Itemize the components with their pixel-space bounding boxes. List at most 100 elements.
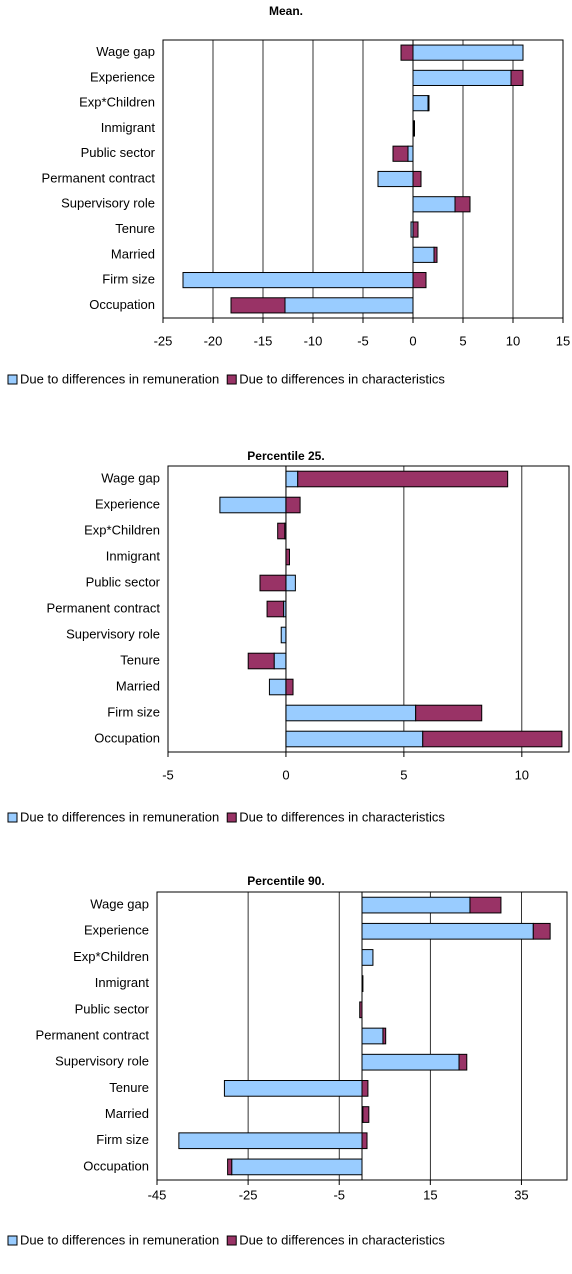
y-tick-label: Permanent contract bbox=[47, 600, 161, 615]
x-tick-label: -45 bbox=[148, 1187, 167, 1202]
bar bbox=[260, 575, 286, 591]
bar bbox=[278, 523, 285, 539]
bar bbox=[414, 121, 415, 136]
bar bbox=[362, 1081, 368, 1097]
legend-swatch bbox=[8, 813, 17, 822]
bar bbox=[428, 96, 429, 111]
x-tick-label: -5 bbox=[162, 767, 174, 782]
y-tick-label: Exp*Children bbox=[73, 949, 149, 964]
bar bbox=[286, 731, 423, 747]
y-tick-label: Tenure bbox=[115, 221, 155, 236]
y-tick-label: Exp*Children bbox=[79, 95, 155, 110]
bar bbox=[232, 1159, 362, 1175]
x-tick-label: -25 bbox=[154, 333, 173, 348]
bar bbox=[274, 653, 286, 669]
bar bbox=[413, 222, 418, 237]
legend-label: Due to differences in remuneration bbox=[20, 809, 219, 824]
bar bbox=[179, 1133, 362, 1149]
y-tick-label: Wage gap bbox=[101, 470, 160, 485]
y-tick-label: Public sector bbox=[81, 145, 156, 160]
bar bbox=[533, 923, 550, 939]
y-tick-label: Experience bbox=[84, 923, 149, 938]
bar bbox=[362, 923, 533, 939]
y-tick-label: Married bbox=[116, 678, 160, 693]
bar bbox=[286, 549, 290, 565]
bar bbox=[231, 298, 285, 313]
bar bbox=[362, 1028, 383, 1044]
bar bbox=[408, 146, 413, 161]
bar bbox=[413, 96, 428, 111]
bar bbox=[434, 247, 437, 262]
x-tick-label: 10 bbox=[506, 333, 520, 348]
y-tick-label: Permanent contract bbox=[36, 1027, 150, 1042]
x-tick-label: -5 bbox=[333, 1187, 345, 1202]
bar bbox=[455, 197, 470, 212]
bar bbox=[423, 731, 562, 747]
bar bbox=[362, 1133, 367, 1149]
y-tick-label: Supervisory role bbox=[66, 626, 160, 641]
bar bbox=[401, 45, 413, 60]
y-tick-label: Inmigrant bbox=[101, 120, 156, 135]
y-tick-label: Married bbox=[111, 246, 155, 261]
x-tick-label: -20 bbox=[204, 333, 223, 348]
legend-label: Due to differences in characteristics bbox=[239, 1232, 445, 1247]
y-tick-label: Experience bbox=[95, 496, 160, 511]
bar bbox=[286, 497, 300, 513]
y-tick-label: Firm size bbox=[102, 272, 155, 287]
x-tick-label: 5 bbox=[400, 767, 407, 782]
bar bbox=[363, 1107, 369, 1123]
bar bbox=[413, 171, 421, 186]
bar bbox=[285, 298, 413, 313]
y-tick-label: Supervisory role bbox=[61, 196, 155, 211]
y-tick-label: Wage gap bbox=[90, 897, 149, 912]
bar bbox=[393, 146, 408, 161]
y-tick-label: Public sector bbox=[75, 1001, 150, 1016]
bar bbox=[470, 897, 501, 913]
legend-label: Due to differences in characteristics bbox=[239, 809, 445, 824]
legend-label: Due to differences in remuneration bbox=[20, 371, 219, 386]
x-tick-label: 0 bbox=[409, 333, 416, 348]
x-tick-label: 15 bbox=[556, 333, 570, 348]
bar bbox=[286, 705, 416, 721]
bar bbox=[298, 471, 508, 487]
bar bbox=[413, 70, 511, 85]
y-tick-label: Public sector bbox=[86, 574, 161, 589]
x-tick-label: -25 bbox=[239, 1187, 258, 1202]
bar bbox=[281, 627, 286, 643]
bar bbox=[183, 273, 413, 288]
x-tick-label: 10 bbox=[515, 767, 529, 782]
y-tick-label: Firm size bbox=[107, 704, 160, 719]
bar bbox=[413, 273, 426, 288]
y-tick-label: Inmigrant bbox=[106, 548, 161, 563]
bar bbox=[511, 70, 523, 85]
legend-swatch bbox=[227, 375, 236, 384]
x-tick-label: -10 bbox=[304, 333, 323, 348]
bar bbox=[413, 45, 523, 60]
y-tick-label: Firm size bbox=[96, 1132, 149, 1147]
x-tick-label: 35 bbox=[514, 1187, 528, 1202]
legend-label: Due to differences in characteristics bbox=[239, 371, 445, 386]
y-tick-label: Supervisory role bbox=[55, 1054, 149, 1069]
y-tick-label: Occupation bbox=[94, 730, 160, 745]
legend-swatch bbox=[8, 375, 17, 384]
x-tick-label: 5 bbox=[459, 333, 466, 348]
bar bbox=[220, 497, 286, 513]
bar bbox=[286, 471, 298, 487]
y-tick-label: Experience bbox=[90, 69, 155, 84]
bar bbox=[413, 247, 434, 262]
y-tick-label: Occupation bbox=[89, 297, 155, 312]
bar bbox=[383, 1028, 386, 1044]
x-tick-label: -15 bbox=[254, 333, 273, 348]
bar bbox=[378, 171, 413, 186]
x-tick-label: 0 bbox=[282, 767, 289, 782]
bar bbox=[362, 950, 373, 966]
x-tick-label: -5 bbox=[357, 333, 369, 348]
y-tick-label: Exp*Children bbox=[84, 522, 160, 537]
y-tick-label: Married bbox=[105, 1106, 149, 1121]
y-tick-label: Wage gap bbox=[96, 44, 155, 59]
bar bbox=[267, 601, 284, 617]
y-tick-label: Tenure bbox=[109, 1080, 149, 1095]
bar bbox=[286, 575, 295, 591]
legend-swatch bbox=[227, 1236, 236, 1245]
